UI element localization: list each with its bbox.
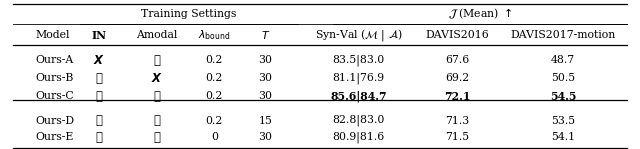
Text: 0.2: 0.2 — [205, 116, 223, 126]
Text: 50.5: 50.5 — [551, 73, 575, 83]
Text: ✓: ✓ — [96, 131, 102, 144]
Text: 83.5|83.0: 83.5|83.0 — [332, 55, 385, 66]
Text: $\mathcal{J}$ (Mean) $\uparrow$: $\mathcal{J}$ (Mean) $\uparrow$ — [448, 7, 512, 21]
Text: 30: 30 — [259, 132, 273, 142]
Text: Ours-C: Ours-C — [35, 91, 74, 101]
Text: 85.6|84.7: 85.6|84.7 — [330, 90, 387, 102]
Text: 0.2: 0.2 — [205, 73, 223, 83]
Text: IN: IN — [92, 30, 107, 41]
Text: Ours-A: Ours-A — [35, 55, 74, 65]
Text: $\boldsymbol{X}$: $\boldsymbol{X}$ — [151, 72, 163, 85]
Text: Training Settings: Training Settings — [141, 9, 237, 19]
Text: Syn-Val ($\mathcal{M}$ | $\mathcal{A}$): Syn-Val ($\mathcal{M}$ | $\mathcal{A}$) — [314, 27, 403, 43]
Text: DAVIS2017-motion: DAVIS2017-motion — [511, 30, 616, 40]
Text: 72.1: 72.1 — [444, 91, 471, 102]
Text: 30: 30 — [259, 73, 273, 83]
Text: 54.1: 54.1 — [551, 132, 575, 142]
Text: ✓: ✓ — [154, 54, 160, 67]
Text: ✓: ✓ — [96, 114, 102, 127]
Text: ✓: ✓ — [96, 90, 102, 103]
Text: Ours-B: Ours-B — [35, 73, 74, 83]
Text: 81.1|76.9: 81.1|76.9 — [332, 72, 385, 84]
Text: Ours-E: Ours-E — [35, 132, 74, 142]
Text: 82.8|83.0: 82.8|83.0 — [332, 115, 385, 127]
Text: 15: 15 — [259, 116, 273, 126]
Text: ✓: ✓ — [154, 90, 160, 103]
Text: 69.2: 69.2 — [445, 73, 470, 83]
Text: 48.7: 48.7 — [551, 55, 575, 65]
Text: 54.5: 54.5 — [550, 91, 577, 102]
Text: 80.9|81.6: 80.9|81.6 — [332, 131, 385, 143]
Text: ✓: ✓ — [154, 131, 160, 144]
Text: 0.2: 0.2 — [205, 91, 223, 101]
Text: 53.5: 53.5 — [551, 116, 575, 126]
Text: $\boldsymbol{X}$: $\boldsymbol{X}$ — [93, 54, 105, 67]
Text: 0: 0 — [211, 132, 218, 142]
Text: $T$: $T$ — [261, 29, 270, 41]
Text: ✓: ✓ — [96, 72, 102, 85]
Text: Model: Model — [35, 30, 70, 40]
Text: DAVIS2016: DAVIS2016 — [426, 30, 490, 40]
Text: Ours-D: Ours-D — [35, 116, 74, 126]
Text: 71.3: 71.3 — [445, 116, 470, 126]
Text: Amodal: Amodal — [136, 30, 177, 40]
Text: $\lambda_{\rm bound}$: $\lambda_{\rm bound}$ — [198, 28, 230, 42]
Text: 67.6: 67.6 — [445, 55, 470, 65]
Text: ✓: ✓ — [154, 114, 160, 127]
Text: 30: 30 — [259, 55, 273, 65]
Text: 30: 30 — [259, 91, 273, 101]
Text: 0.2: 0.2 — [205, 55, 223, 65]
Text: 71.5: 71.5 — [445, 132, 470, 142]
